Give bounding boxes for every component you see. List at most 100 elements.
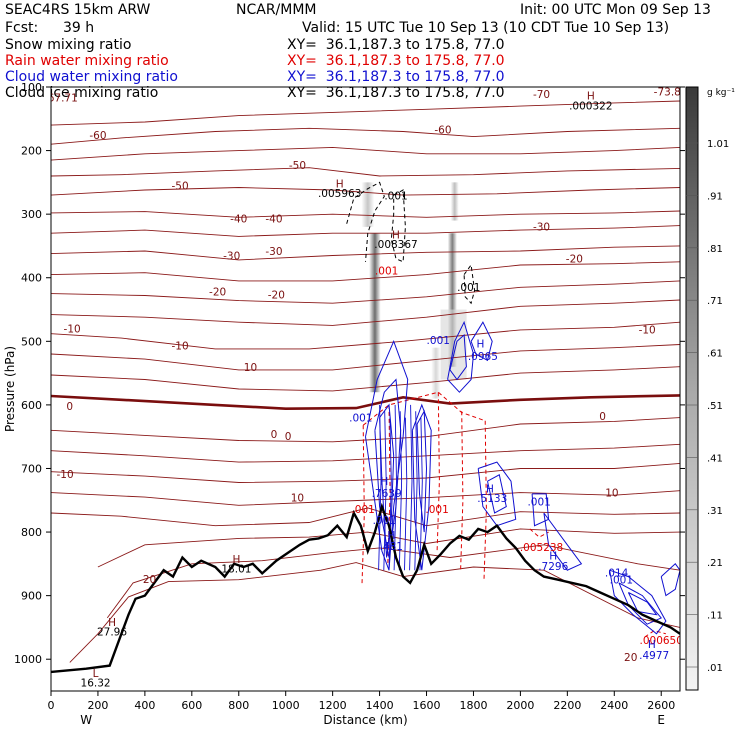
rain-label: .001 bbox=[375, 266, 398, 278]
model-title: SEAC4RS 15km ARW bbox=[5, 2, 151, 18]
x-tick-label: 1200 bbox=[319, 699, 347, 712]
forecast-hour: 39 h bbox=[63, 20, 95, 36]
colorbar bbox=[685, 86, 699, 691]
isotherm-line bbox=[51, 167, 680, 177]
ice-shading bbox=[447, 233, 457, 367]
high-low-marker: H bbox=[336, 178, 344, 190]
y-tick-label: 600 bbox=[21, 399, 42, 412]
field-name: Snow mixing ratio bbox=[5, 37, 132, 53]
valid-time: Valid: 15 UTC Tue 10 Sep 13 (10 CDT Tue … bbox=[302, 20, 670, 36]
isotherm-line bbox=[51, 280, 680, 304]
y-tick-label: 900 bbox=[21, 590, 42, 603]
isotherm-line bbox=[51, 443, 680, 463]
high-low-marker: L bbox=[93, 668, 99, 680]
y-tick-label: 100 bbox=[21, 81, 42, 94]
rain-label: .005238 bbox=[520, 542, 563, 554]
y-tick-label: 500 bbox=[21, 335, 42, 348]
x-tick-label: 600 bbox=[181, 699, 202, 712]
x-tick-label: 0 bbox=[48, 699, 55, 712]
cloud-water-label: H bbox=[380, 476, 388, 488]
temperature-label: 0 bbox=[271, 429, 278, 441]
rain-contour bbox=[361, 425, 365, 585]
y-tick-label: 300 bbox=[21, 208, 42, 221]
cloud-water-contour bbox=[414, 411, 418, 571]
isotherm-zero-line bbox=[51, 394, 680, 411]
field-xy: XY= 36.1,187.3 to 175.8, 77.0 bbox=[287, 85, 505, 101]
high-low-value: .008367 bbox=[374, 239, 417, 251]
temperature-label: -10 bbox=[639, 325, 656, 337]
cloud-water-contour bbox=[379, 403, 395, 558]
y-tick-label: 400 bbox=[21, 272, 42, 285]
x-tick-label: 1400 bbox=[366, 699, 394, 712]
rain-contour bbox=[644, 630, 667, 638]
rain-contour bbox=[483, 420, 487, 580]
cloud-water-label: .7296 bbox=[538, 561, 568, 573]
x-tick-label: 200 bbox=[87, 699, 108, 712]
temperature-label: -10 bbox=[57, 469, 74, 481]
temperature-label: -30 bbox=[265, 246, 282, 258]
cloud-water-contour bbox=[660, 563, 680, 597]
cloud-water-label: .001 bbox=[349, 412, 372, 424]
temperature-label: -20 bbox=[566, 253, 583, 265]
colorbar-level: .31 bbox=[707, 506, 723, 517]
x-tick-label: 2600 bbox=[647, 699, 675, 712]
y-tick-label: 1000 bbox=[14, 653, 42, 666]
cloud-water-label: .0965 bbox=[468, 351, 498, 363]
center-label: NCAR/MMM bbox=[236, 2, 317, 18]
high-low-value: .005963 bbox=[318, 188, 361, 200]
x-tick-label: 1800 bbox=[459, 699, 487, 712]
ice-shading bbox=[450, 182, 459, 221]
x-tick-label: 1600 bbox=[413, 699, 441, 712]
y-axis-label: Pressure (hPa) bbox=[3, 346, 17, 432]
east-label: E bbox=[657, 713, 665, 727]
x-tick-label: 800 bbox=[228, 699, 249, 712]
colorbar-level: .01 bbox=[707, 663, 723, 674]
isotherm-line bbox=[51, 245, 680, 261]
field-xy: XY= 36.1,187.3 to 175.8, 77.0 bbox=[287, 69, 505, 85]
colorbar-level: .61 bbox=[707, 349, 723, 360]
isotherm-line bbox=[97, 528, 680, 568]
isotherm-line bbox=[51, 146, 680, 161]
init-time: Init: 00 UTC Mon 09 Sep 13 bbox=[520, 2, 711, 18]
temperature-label: 67.71 bbox=[48, 93, 78, 105]
isotherm-line bbox=[51, 127, 680, 145]
cloud-water-contour bbox=[411, 403, 432, 571]
isotherm-line bbox=[51, 225, 680, 237]
isotherm-line bbox=[69, 562, 680, 663]
colorbar-unit: g kg⁻¹ bbox=[707, 88, 735, 98]
isotherm-line bbox=[51, 462, 680, 483]
field-xy: XY= 36.1,187.3 to 175.8, 77.0 bbox=[287, 37, 505, 53]
high-low-marker: H bbox=[587, 91, 595, 103]
temperature-label: -40 bbox=[230, 213, 247, 225]
cloud-water-contour bbox=[419, 417, 423, 571]
temperature-label: -60 bbox=[434, 124, 451, 136]
isotherm-line bbox=[51, 507, 680, 527]
high-low-marker: H bbox=[232, 554, 240, 566]
cloud-water-label: .001 bbox=[527, 496, 550, 508]
cloud-water-label: H bbox=[648, 639, 656, 651]
colorbar-level: .41 bbox=[707, 453, 723, 464]
x-tick-label: 400 bbox=[134, 699, 155, 712]
rain-contour bbox=[460, 411, 464, 571]
colorbar-level: .71 bbox=[707, 296, 723, 307]
snow-ice-label: .001 bbox=[457, 282, 480, 294]
cloud-water-contour bbox=[393, 404, 397, 571]
temperature-label: -60 bbox=[89, 130, 106, 142]
temperature-label: 0 bbox=[285, 431, 292, 443]
temperature-label: -30 bbox=[533, 222, 550, 234]
rain-contour bbox=[436, 392, 440, 552]
snow-contour bbox=[463, 263, 476, 305]
rain-contour bbox=[362, 391, 486, 426]
snow-contour bbox=[390, 189, 406, 263]
cloud-water-contour bbox=[398, 411, 403, 571]
temperature-label: 20 bbox=[624, 652, 637, 664]
high-low-marker: H bbox=[108, 617, 116, 629]
isotherm-line bbox=[51, 417, 680, 443]
temperature-label: -40 bbox=[265, 213, 282, 225]
cloud-water-contour bbox=[449, 333, 467, 381]
cloud-water-label: H bbox=[387, 530, 395, 542]
x-tick-label: 2000 bbox=[506, 699, 534, 712]
terrain-line bbox=[51, 502, 680, 674]
temperature-label: 10 bbox=[291, 493, 304, 505]
cloud-water-label: H bbox=[549, 550, 557, 562]
